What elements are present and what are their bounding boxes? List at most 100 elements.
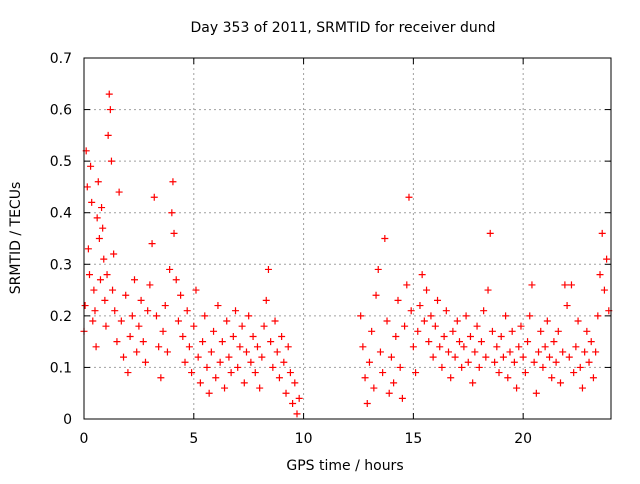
data-point bbox=[81, 302, 89, 310]
data-point bbox=[508, 327, 516, 335]
data-point bbox=[216, 358, 224, 366]
data-point bbox=[194, 353, 202, 361]
data-point bbox=[570, 369, 578, 377]
data-point bbox=[554, 327, 562, 335]
grid-layer bbox=[84, 58, 611, 419]
data-point bbox=[576, 363, 584, 371]
data-point bbox=[117, 317, 125, 325]
data-point bbox=[537, 327, 545, 335]
data-point bbox=[104, 131, 112, 139]
data-point bbox=[150, 193, 158, 201]
data-point bbox=[499, 353, 507, 361]
data-point bbox=[100, 255, 108, 263]
data-point bbox=[403, 281, 411, 289]
data-point bbox=[548, 374, 556, 382]
data-point bbox=[550, 338, 558, 346]
data-point bbox=[166, 265, 174, 273]
data-point bbox=[94, 178, 102, 186]
data-point bbox=[137, 296, 145, 304]
data-point bbox=[436, 343, 444, 351]
data-point bbox=[539, 363, 547, 371]
data-point bbox=[159, 327, 167, 335]
data-point bbox=[262, 296, 270, 304]
data-point bbox=[585, 358, 593, 366]
data-point bbox=[513, 384, 521, 392]
data-point bbox=[242, 348, 250, 356]
data-point bbox=[482, 353, 490, 361]
data-point bbox=[232, 307, 240, 315]
data-point bbox=[280, 358, 288, 366]
data-point bbox=[128, 312, 136, 320]
data-point bbox=[240, 379, 248, 387]
data-point bbox=[113, 338, 121, 346]
data-point bbox=[414, 327, 422, 335]
data-point bbox=[269, 363, 277, 371]
data-point bbox=[412, 369, 420, 377]
data-point bbox=[434, 296, 442, 304]
data-point bbox=[442, 307, 450, 315]
data-point bbox=[251, 369, 259, 377]
y-axis-label: SRMTID / TECUs bbox=[8, 182, 24, 295]
data-point bbox=[201, 312, 209, 320]
data-point bbox=[179, 332, 187, 340]
data-point bbox=[416, 302, 424, 310]
data-point bbox=[431, 322, 439, 330]
data-point bbox=[510, 358, 518, 366]
data-point bbox=[423, 286, 431, 294]
data-point bbox=[449, 327, 457, 335]
data-point bbox=[163, 348, 171, 356]
data-point bbox=[234, 363, 242, 371]
data-point bbox=[365, 358, 373, 366]
data-point bbox=[221, 384, 229, 392]
y-tick-label: 0.5 bbox=[50, 154, 72, 170]
data-point bbox=[552, 358, 560, 366]
data-point bbox=[484, 286, 492, 294]
data-point bbox=[401, 322, 409, 330]
y-tick-label: 0.4 bbox=[50, 206, 72, 222]
data-point bbox=[122, 291, 130, 299]
data-point bbox=[185, 343, 193, 351]
x-tick-label: 15 bbox=[404, 431, 422, 447]
data-point bbox=[506, 348, 514, 356]
data-point bbox=[212, 374, 220, 382]
x-tick-labels: 0 5 10 15 20 bbox=[80, 431, 533, 447]
data-point bbox=[357, 312, 365, 320]
data-point bbox=[603, 255, 611, 263]
data-point bbox=[453, 317, 461, 325]
data-point bbox=[253, 343, 261, 351]
data-point bbox=[594, 312, 602, 320]
data-point bbox=[256, 384, 264, 392]
data-point bbox=[106, 106, 114, 114]
data-point bbox=[363, 400, 371, 408]
data-point bbox=[87, 162, 95, 170]
data-point bbox=[464, 358, 472, 366]
data-point bbox=[98, 204, 106, 212]
data-point bbox=[486, 229, 494, 237]
data-point bbox=[420, 317, 428, 325]
data-point bbox=[271, 317, 279, 325]
data-point bbox=[161, 302, 169, 310]
data-point bbox=[91, 307, 99, 315]
data-point bbox=[172, 276, 180, 284]
data-point bbox=[177, 291, 185, 299]
data-point bbox=[379, 369, 387, 377]
x-tick-label: 5 bbox=[189, 431, 198, 447]
data-point bbox=[188, 369, 196, 377]
data-point bbox=[168, 209, 176, 217]
data-point bbox=[110, 250, 118, 258]
data-point bbox=[282, 389, 290, 397]
data-point bbox=[445, 348, 453, 356]
data-point bbox=[491, 358, 499, 366]
y-tick-label: 0.1 bbox=[50, 360, 72, 376]
data-point bbox=[111, 307, 119, 315]
data-point bbox=[438, 363, 446, 371]
data-point bbox=[495, 369, 503, 377]
data-point bbox=[559, 348, 567, 356]
tick-layer bbox=[83, 57, 611, 420]
data-point bbox=[139, 338, 147, 346]
data-point bbox=[583, 327, 591, 335]
data-point bbox=[214, 302, 222, 310]
data-point bbox=[381, 235, 389, 242]
